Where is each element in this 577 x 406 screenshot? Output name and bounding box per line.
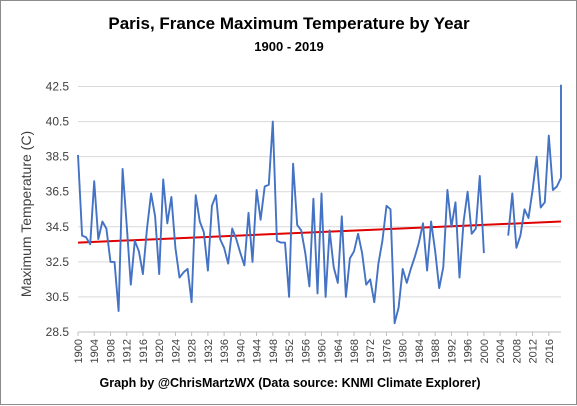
x-tick-label-19: 1976 xyxy=(381,339,393,363)
x-tick-label-23: 1992 xyxy=(446,339,458,363)
x-tick-label-8: 1932 xyxy=(203,339,215,363)
x-tick-label-24: 1996 xyxy=(463,339,475,363)
y-tick-label-1: 30.5 xyxy=(46,290,70,304)
y-tick-label-6: 40.5 xyxy=(46,115,70,129)
x-tick-label-15: 1960 xyxy=(317,339,329,363)
x-tick-label-10: 1940 xyxy=(235,339,247,363)
x-tick-label-17: 1968 xyxy=(349,339,361,363)
y-tick-label-7: 42.5 xyxy=(46,80,70,94)
series-line-0 xyxy=(78,122,484,324)
x-tick-label-9: 1936 xyxy=(219,339,231,363)
x-tick-label-7: 1928 xyxy=(187,339,199,363)
x-tick-label-1: 1904 xyxy=(89,339,101,363)
x-tick-label-28: 2012 xyxy=(528,339,540,363)
x-tick-label-29: 2016 xyxy=(544,339,556,363)
series-layer xyxy=(78,85,561,323)
chart-title: Paris, France Maximum Temperature by Yea… xyxy=(108,14,470,33)
x-tick-labels: 1900 1904 1908 1912 1916 1920 1924 1928 1932 1936… xyxy=(73,339,556,363)
x-tick-label-0: 1900 xyxy=(73,339,85,363)
x-tick-label-26: 2004 xyxy=(495,339,507,363)
y-tick-label-4: 36.5 xyxy=(46,185,70,199)
axis-layer xyxy=(78,332,561,336)
x-tick-label-22: 1988 xyxy=(430,339,442,363)
x-tick-label-18: 1972 xyxy=(365,339,377,363)
y-tick-label-2: 32.5 xyxy=(46,255,70,269)
x-tick-label-25: 2000 xyxy=(479,339,491,363)
y-axis-label: Maximum Temperature (C) xyxy=(18,131,34,297)
x-tick-label-6: 1924 xyxy=(170,339,182,363)
grid-layer xyxy=(78,87,561,332)
x-tick-label-3: 1912 xyxy=(122,339,134,363)
x-tick-label-21: 1984 xyxy=(414,339,426,363)
chart-credit: Graph by @ChrisMartzWX (Data source: KNM… xyxy=(99,376,480,390)
x-tick-label-2: 1908 xyxy=(105,339,117,363)
x-tick-label-14: 1956 xyxy=(300,339,312,363)
x-tick-label-16: 1964 xyxy=(333,339,345,363)
y-tick-label-0: 28.5 xyxy=(46,325,70,339)
x-tick-label-11: 1944 xyxy=(252,339,264,363)
y-tick-label-3: 34.5 xyxy=(46,220,70,234)
x-tick-label-5: 1920 xyxy=(154,339,166,363)
x-tick-label-20: 1980 xyxy=(398,339,410,363)
x-tick-label-13: 1952 xyxy=(284,339,296,363)
y-tick-label-5: 38.5 xyxy=(46,150,70,164)
x-tick-label-4: 1916 xyxy=(138,339,150,363)
x-tick-label-27: 2008 xyxy=(511,339,523,363)
y-tick-labels: 28.5 30.5 32.5 34.5 36.5 38.5 40.5 42.5 xyxy=(46,80,70,339)
x-tick-label-12: 1948 xyxy=(268,339,280,363)
chart-subtitle: 1900 - 2019 xyxy=(254,39,323,54)
